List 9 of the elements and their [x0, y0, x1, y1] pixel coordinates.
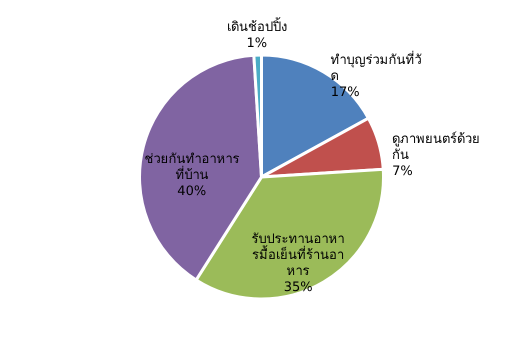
data-label: 40% — [177, 184, 206, 200]
slice-label: ช่วยกันทำอาหารที่บ้าน — [144, 152, 240, 184]
data-label: 35% — [284, 280, 313, 295]
slice-label: ทำบุญร่วมกันที่วัด — [330, 50, 422, 84]
slice-label: เดินช้อปปิ้ง — [226, 17, 287, 36]
slice-label: รับประทานอาหารมื้อเย็นที่ร้านอาหาร — [252, 232, 345, 279]
data-label: 1% — [246, 36, 268, 52]
data-label: 7% — [392, 164, 413, 180]
slice-label: ดูภาพยนตร์ด้วยกัน — [392, 131, 480, 164]
